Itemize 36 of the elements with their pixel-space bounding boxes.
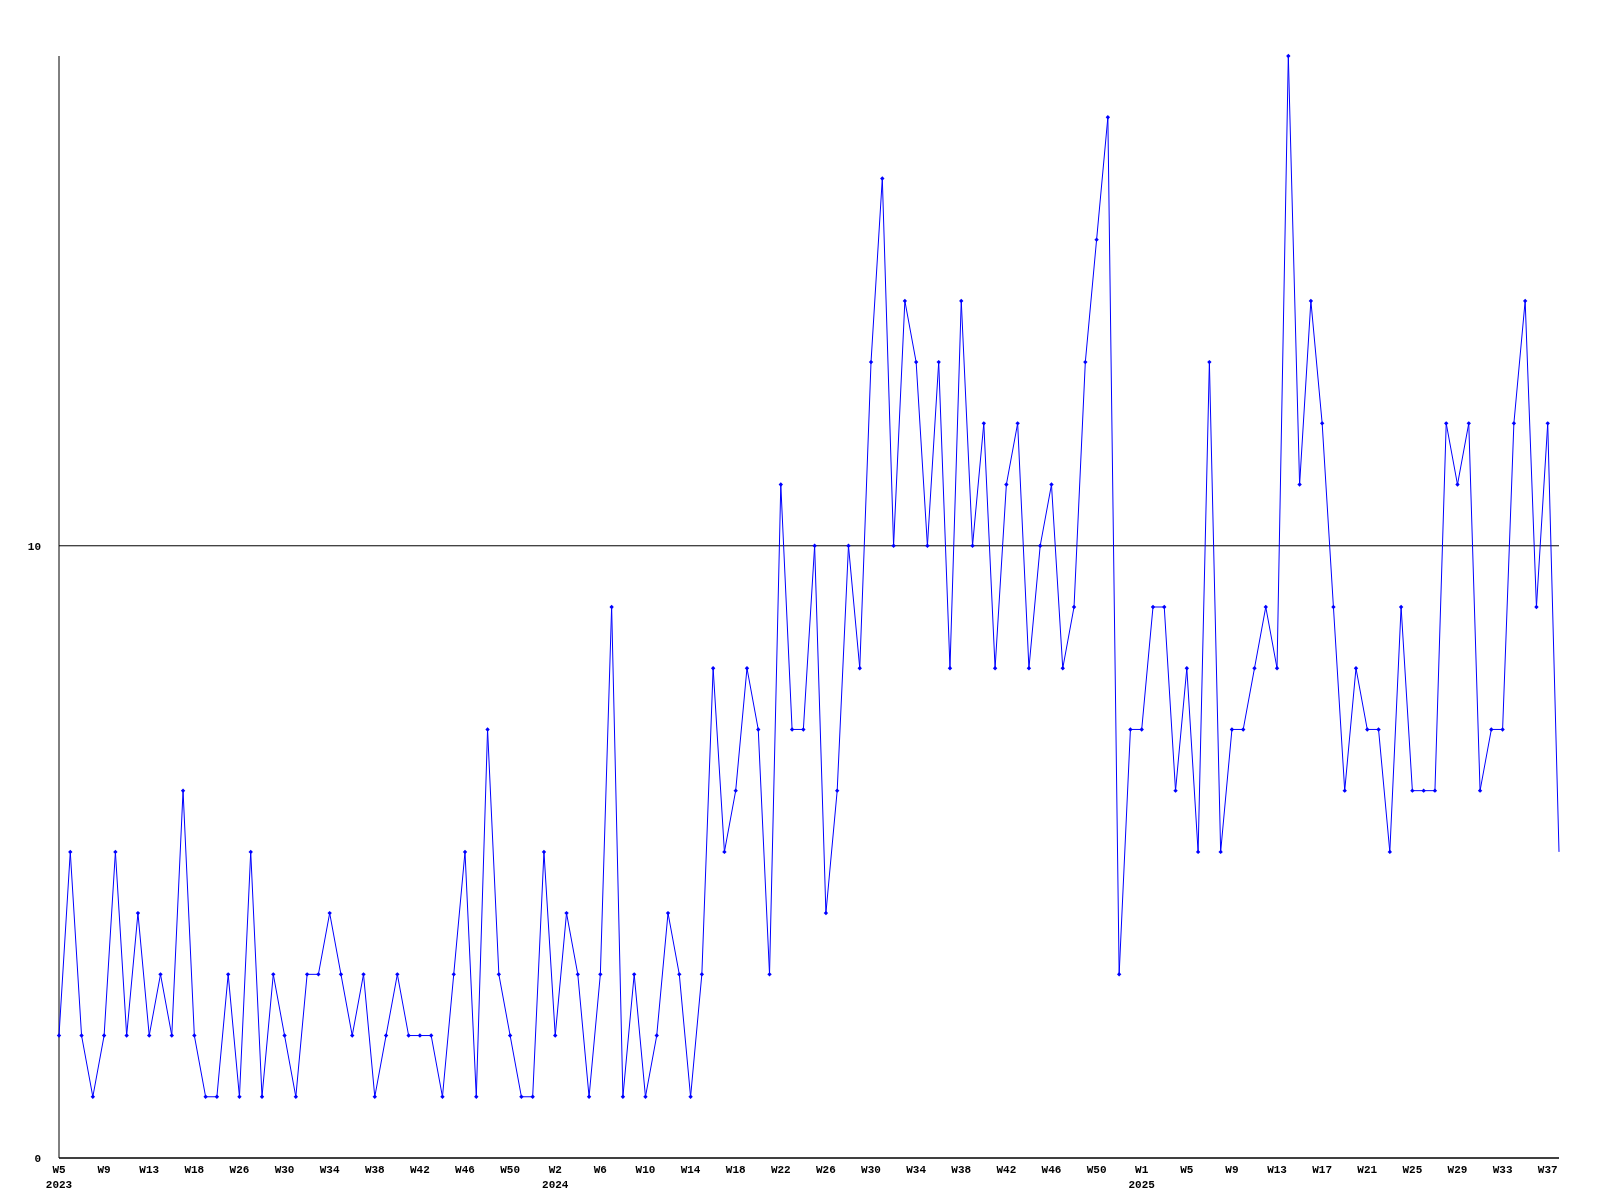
x-tick-label: W13 bbox=[139, 1164, 160, 1176]
x-tick-label: W34 bbox=[906, 1164, 927, 1176]
x-tick-label: W37 bbox=[1537, 1164, 1558, 1176]
x-tick-label: W50 bbox=[500, 1164, 521, 1176]
x-tick-label: W1 2025 bbox=[1128, 1164, 1156, 1191]
x-tick-label: W42 bbox=[996, 1164, 1017, 1176]
x-tick-label: W9 bbox=[97, 1164, 111, 1176]
x-tick-label: W25 bbox=[1402, 1164, 1423, 1176]
x-tick-label: W5 bbox=[1180, 1164, 1194, 1176]
x-tick-label: W2 2024 bbox=[542, 1164, 569, 1191]
y-tick-label: 10 bbox=[27, 540, 41, 553]
y-tick-label: 0 bbox=[34, 1152, 41, 1165]
x-tick-label: W14 bbox=[680, 1164, 701, 1176]
x-tick-label: W30 bbox=[274, 1164, 295, 1176]
x-tick-label: W5 2023 bbox=[45, 1164, 73, 1191]
x-tick-label: W18 bbox=[184, 1164, 205, 1176]
x-tick-label: W38 bbox=[951, 1164, 972, 1176]
x-tick-label: W21 bbox=[1357, 1164, 1378, 1176]
x-tick-label: W42 bbox=[410, 1164, 430, 1176]
x-tick-label: W13 bbox=[1267, 1164, 1288, 1176]
x-tick-label: W6 bbox=[593, 1164, 607, 1176]
x-tick-label: W26 bbox=[229, 1164, 250, 1176]
x-tick-label: W26 bbox=[816, 1164, 836, 1176]
x-tick-label: W46 bbox=[1041, 1164, 1062, 1176]
x-tick-label: W17 bbox=[1312, 1164, 1333, 1176]
x-tick-label: W30 bbox=[861, 1164, 881, 1176]
x-tick-label: W10 bbox=[635, 1164, 656, 1176]
x-tick-label: W9 bbox=[1225, 1164, 1239, 1176]
x-tick-label: W33 bbox=[1492, 1164, 1513, 1176]
x-tick-label: W34 bbox=[319, 1164, 340, 1176]
x-tick-label: W18 bbox=[725, 1164, 746, 1176]
x-tick-label: W22 bbox=[770, 1164, 791, 1176]
x-tick-label: W50 bbox=[1086, 1164, 1107, 1176]
x-tick-label: W29 bbox=[1447, 1164, 1468, 1176]
x-tick-label: W38 bbox=[364, 1164, 386, 1176]
x-tick-label: W46 bbox=[455, 1164, 475, 1176]
